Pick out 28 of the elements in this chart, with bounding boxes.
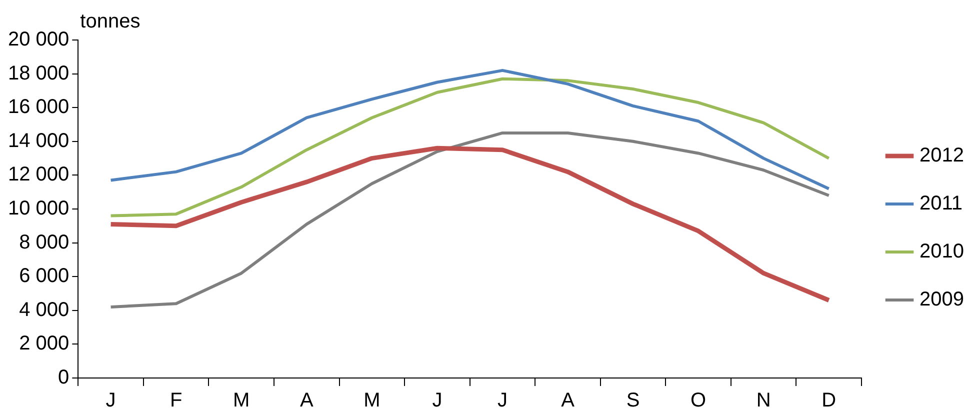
- x-tick-label: D: [822, 390, 836, 412]
- legend-label: 2012: [920, 144, 964, 167]
- y-tick-label: 6 000: [19, 265, 70, 288]
- y-tick-label: 16 000: [8, 96, 70, 118]
- x-tick-label: M: [233, 390, 250, 412]
- y-tick-label: 10 000: [8, 198, 70, 220]
- y-tick-label: 20 000: [8, 28, 70, 51]
- y-tick-label: 4 000: [19, 298, 70, 321]
- y-tick-label: 8 000: [19, 231, 70, 254]
- x-tick-label: A: [300, 390, 314, 412]
- x-tick-label: F: [170, 390, 182, 412]
- y-tick-label: 14 000: [8, 130, 70, 152]
- x-tick-label: A: [561, 390, 576, 412]
- x-tick-label: J: [497, 390, 508, 412]
- y-tick-label: 18 000: [8, 62, 70, 84]
- legend-label: 2010: [920, 240, 964, 263]
- legend-label: 2009: [920, 288, 964, 311]
- y-axis-title: tonnes: [80, 10, 140, 33]
- x-tick-label: M: [364, 390, 380, 412]
- x-tick-label: J: [106, 390, 116, 412]
- legend-label: 2011: [920, 192, 963, 215]
- y-tick-label: 2 000: [19, 332, 70, 355]
- x-tick-label: N: [756, 390, 771, 412]
- y-tick-label: 0: [58, 366, 70, 389]
- x-tick-label: S: [626, 390, 640, 412]
- x-tick-label: J: [432, 390, 442, 412]
- x-tick-label: O: [690, 390, 706, 412]
- y-tick-label: 12 000: [8, 164, 70, 186]
